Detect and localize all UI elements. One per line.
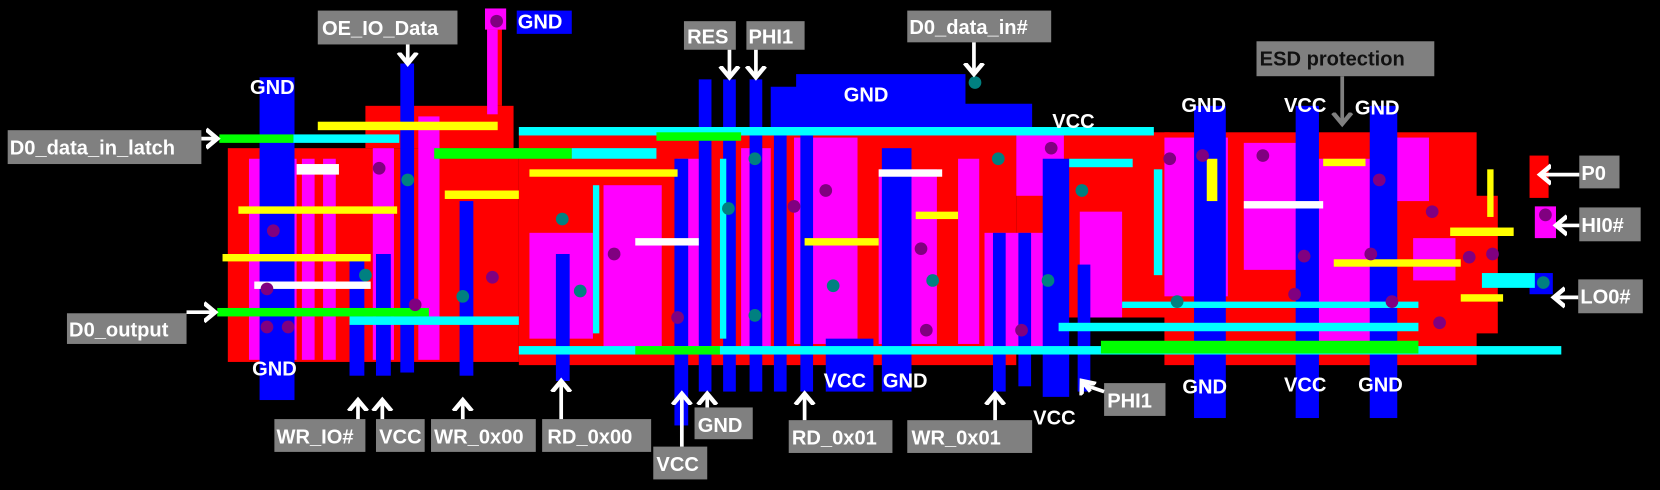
label-vcc-3: VCC — [824, 370, 866, 392]
label-gnd-r1-top: GND — [1181, 95, 1226, 117]
svg-text:PHI1: PHI1 — [749, 26, 794, 48]
label-phi1-bottom: PHI1 — [1082, 381, 1166, 416]
via-layer — [260, 14, 1552, 337]
svg-text:RES: RES — [687, 26, 728, 48]
label-gnd-left-bottom: GND — [252, 359, 297, 381]
contact-layer — [359, 76, 1550, 322]
svg-text:GND: GND — [698, 415, 743, 437]
label-d0-data-in: D0_data_in# — [907, 10, 1052, 74]
label-wr-io: WR_IO# — [274, 400, 365, 452]
svg-text:WR_0x01: WR_0x01 — [911, 427, 1000, 449]
label-gnd-center: GND — [844, 85, 889, 107]
svg-text:D0_data_in_latch: D0_data_in_latch — [10, 138, 175, 160]
label-gnd-r2-top: GND — [1355, 97, 1400, 119]
label-oe-io-data: OE_IO_Data — [317, 10, 458, 64]
label-gnd-top-pad: GND — [518, 12, 563, 34]
label-d0-data-in-latch: D0_data_in_latch — [7, 130, 218, 165]
svg-text:VCC: VCC — [379, 426, 421, 448]
label-res: RES — [683, 21, 736, 77]
svg-text:D0_output: D0_output — [69, 320, 169, 342]
label-esd-protection: ESD protection — [1256, 41, 1435, 124]
svg-text:WR_0x00: WR_0x00 — [434, 426, 523, 448]
label-vcc-r-top: VCC — [1284, 95, 1326, 117]
label-p0: P0 — [1540, 155, 1620, 189]
svg-text:GND: GND — [518, 12, 563, 34]
metal-layer — [259, 10, 1553, 426]
svg-text:VCC: VCC — [656, 454, 698, 476]
label-phi1-top: PHI1 — [746, 21, 805, 77]
label-vcc-top-mid: VCC — [1052, 111, 1094, 133]
label-d0-output: D0_output — [66, 312, 215, 344]
svg-text:ESD protection: ESD protection — [1260, 49, 1405, 71]
label-rd-0x00: RD_0x00 — [542, 381, 652, 452]
label-vcc-1: VCC — [376, 400, 425, 452]
svg-text:RD_0x01: RD_0x01 — [792, 427, 877, 449]
svg-text:OE_IO_Data: OE_IO_Data — [322, 18, 439, 40]
label-hi0: HI0# — [1556, 207, 1641, 242]
label-wr-0x01: WR_0x01 — [907, 394, 1033, 453]
svg-text:RD_0x00: RD_0x00 — [547, 426, 632, 448]
label-vcc-4: VCC — [1033, 407, 1075, 429]
label-gnd-3: GND — [883, 370, 928, 392]
label-gnd-r1-bottom: GND — [1182, 377, 1227, 399]
label-gnd-r2-bottom: GND — [1358, 375, 1403, 397]
svg-text:WR_IO#: WR_IO# — [277, 426, 354, 448]
label-gnd-2: GND — [694, 394, 753, 440]
svg-text:LO0#: LO0# — [1580, 287, 1630, 309]
svg-text:D0_data_in#: D0_data_in# — [909, 17, 1027, 39]
label-gnd-left-top: GND — [250, 77, 295, 99]
label-rd-0x01: RD_0x01 — [788, 394, 893, 453]
poly-buried-wires — [217, 126, 1562, 355]
label-vcc-2: VCC — [653, 394, 708, 480]
label-wr-0x00: WR_0x00 — [431, 400, 536, 452]
label-vcc-r-bottom: VCC — [1284, 375, 1326, 397]
highlight-wires — [222, 121, 1514, 302]
label-lo0: LO0# — [1554, 279, 1643, 314]
svg-text:PHI1: PHI1 — [1107, 390, 1152, 412]
svg-text:HI0#: HI0# — [1581, 215, 1623, 237]
svg-text:P0: P0 — [1581, 163, 1606, 185]
